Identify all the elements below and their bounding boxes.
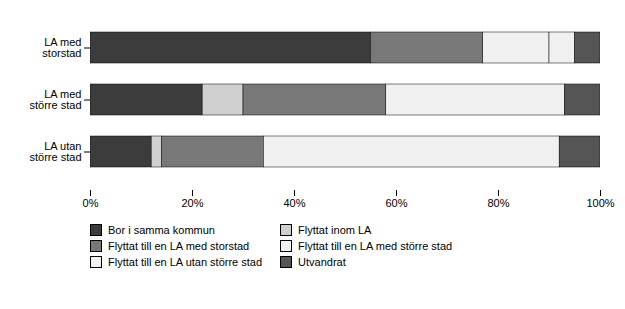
svg-text:100%: 100% (586, 197, 614, 209)
svg-text:LA utanstörre stad: LA utanstörre stad (30, 140, 82, 163)
svg-text:20%: 20% (181, 197, 203, 209)
svg-text:LA medstörre stad: LA medstörre stad (30, 88, 82, 111)
html-text:Flyttat till en LA utan större: Flyttat till en LA utan större stad (108, 256, 263, 268)
svg-text:60%: 60% (385, 197, 407, 209)
svg-text:LA medstorstad: LA medstorstad (42, 36, 81, 59)
html-text:Flyttat till en LA med storsta: Flyttat till en LA med storstad (108, 240, 250, 252)
svg-text:40%: 40% (283, 197, 305, 209)
svg-text:80%: 80% (487, 197, 509, 209)
html-text:Flyttat inom LA: Flyttat inom LA (298, 224, 372, 236)
svg-text:0%: 0% (83, 197, 99, 209)
html-text:Utvandrat: Utvandrat (298, 256, 346, 268)
html-text:Flyttat till en LA med större: Flyttat till en LA med större stad (298, 240, 453, 252)
html-text:Bor i samma kommun: Bor i samma kommun (108, 224, 215, 236)
